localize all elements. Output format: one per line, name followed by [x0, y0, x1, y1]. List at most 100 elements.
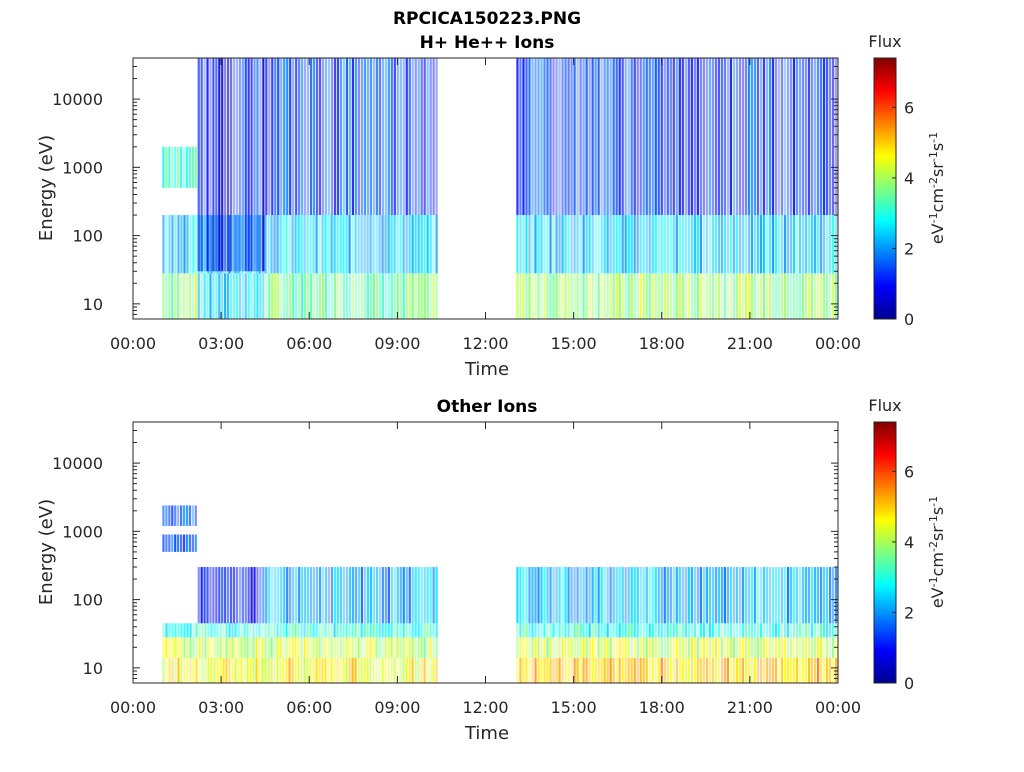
heatmap-cell [726, 657, 730, 683]
heatmap-cell [408, 273, 411, 319]
heatmap-cell [292, 273, 295, 319]
heatmap-cell [663, 637, 666, 658]
heatmap-cell [567, 567, 570, 624]
heatmap-cell [195, 215, 198, 274]
heatmap-cell [753, 623, 757, 638]
heatmap-cell [519, 637, 522, 658]
heatmap-cell [531, 623, 534, 638]
heatmap-cell [274, 58, 277, 216]
heatmap-cell [687, 567, 690, 624]
x-tick-label: 06:00 [286, 334, 332, 353]
heatmap-cell [212, 273, 215, 319]
heatmap-cell [645, 567, 648, 624]
heatmap-cell [218, 273, 221, 319]
heatmap-cell [162, 657, 165, 683]
heatmap-cell [209, 58, 212, 272]
heatmap-cell [621, 58, 624, 216]
heatmap-cell [633, 657, 636, 683]
heatmap-cell [198, 623, 201, 638]
heatmap-cell [750, 567, 754, 624]
heatmap-cell [774, 215, 778, 274]
heatmap-cell [783, 637, 787, 658]
heatmap-cell [378, 567, 381, 624]
heatmap-cell [324, 567, 328, 624]
heatmap-cell [243, 637, 246, 658]
heatmap-cell [666, 637, 669, 658]
heatmap-cell [741, 215, 745, 274]
heatmap-cell [720, 657, 724, 683]
heatmap-cell [363, 273, 367, 319]
heatmap-cell [408, 637, 411, 658]
heatmap-cell [588, 215, 591, 274]
heatmap-cell [197, 567, 200, 624]
heatmap-cell [295, 567, 298, 624]
heatmap-cell [696, 58, 699, 216]
heatmap-cell [594, 58, 597, 216]
heatmap-cell [313, 58, 316, 216]
colorbar-ticks: 0 2 4 6 [892, 462, 914, 693]
heatmap-cell [234, 623, 237, 638]
heatmap-cell [627, 623, 630, 638]
heatmap-cell [687, 657, 690, 683]
heatmap-cell [198, 637, 201, 658]
heatmap-cell [519, 567, 522, 624]
heatmap-cell [612, 623, 615, 638]
heatmap-cell [780, 567, 784, 624]
heatmap-cell [235, 58, 239, 272]
heatmap-cell [705, 273, 708, 319]
heatmap-cell [399, 623, 402, 638]
heatmap-cell [390, 657, 393, 683]
heatmap-cell [534, 567, 537, 624]
heatmap-cell [816, 637, 820, 658]
heatmap-cell [252, 657, 255, 683]
heatmap-cell [405, 567, 408, 624]
heatmap-cell [303, 637, 306, 658]
heatmap-cell [822, 567, 826, 624]
heatmap-cell [570, 215, 573, 274]
heatmap-cell [747, 58, 751, 216]
heatmap-cell [810, 567, 814, 624]
heatmap-cell [390, 567, 393, 624]
heatmap-cell [711, 657, 714, 683]
heatmap-cell [165, 505, 168, 526]
heatmap-cell [549, 637, 552, 658]
heatmap-cell [171, 505, 174, 526]
heatmap-cell [747, 657, 751, 683]
heatmap-cell [552, 273, 555, 319]
heatmap-cell [414, 58, 417, 216]
heatmap-cell [423, 215, 426, 274]
heatmap-cell [288, 657, 291, 683]
heatmap-cell [639, 623, 642, 638]
heatmap-cell [708, 637, 711, 658]
heatmap-cell [215, 58, 218, 272]
heatmap-cell [330, 273, 334, 319]
heatmap-cell [834, 567, 838, 624]
y-tick-label: 10 [83, 295, 103, 314]
heatmap-cell [357, 273, 361, 319]
heatmap-cell [777, 58, 781, 216]
heatmap-cell [390, 215, 393, 274]
heatmap-cell [286, 567, 289, 624]
heatmap-cell [229, 58, 233, 272]
heatmap-cell [168, 273, 171, 319]
heatmap-cell [606, 657, 609, 683]
heatmap-cell [267, 215, 270, 274]
heatmap-cell [321, 273, 325, 319]
heatmap-cell [429, 567, 432, 624]
heatmap-cell [573, 657, 576, 683]
heatmap-cell [399, 273, 402, 319]
heatmap-cell [298, 58, 301, 216]
heatmap-cell [525, 623, 528, 638]
heatmap-cell [624, 657, 627, 683]
heatmap-cell [834, 657, 838, 683]
heatmap-cell [615, 215, 618, 274]
heatmap-cell [295, 58, 298, 216]
heatmap-cell [729, 657, 733, 683]
heatmap-cell [573, 567, 576, 624]
heatmap-cell [816, 623, 820, 638]
heatmap-cell [426, 623, 429, 638]
heatmap-cell [372, 273, 375, 319]
heatmap-cell [795, 657, 799, 683]
heatmap-cell [834, 58, 838, 216]
